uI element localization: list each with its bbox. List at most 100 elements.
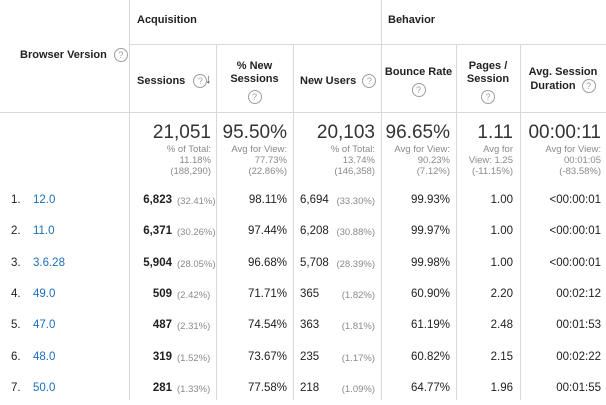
total-new-sessions-detail: Avg for View: 77.73% (22.86%): [231, 144, 287, 177]
total-detail-line: Avg for: [483, 144, 513, 155]
new-users-value: 6,208: [300, 225, 329, 238]
sessions-value: 6,371: [143, 225, 172, 238]
help-icon[interactable]: ?: [362, 74, 377, 88]
pages-per-session-value: 1.00: [490, 194, 513, 206]
browser-version-link[interactable]: 3.6.28: [33, 256, 65, 269]
avg-session-duration-column-header[interactable]: Avg. Session Duration ?: [520, 66, 606, 93]
new-sessions-column-header[interactable]: % New Sessions ?: [216, 60, 293, 104]
total-pages-detail: Avg for View: 1.25 (-11.15%): [469, 144, 513, 177]
sessions-column-header[interactable]: Sessions ?: [137, 74, 208, 88]
row-index: 2.: [11, 225, 21, 238]
bounce-rate-value: 60.90%: [410, 287, 450, 300]
total-detail-line: Avg for View:: [545, 144, 601, 155]
sessions-percent: (28.05%): [177, 258, 216, 270]
sessions-percent: (1.33%): [177, 383, 211, 395]
new-users-percent: (1.09%): [341, 383, 375, 395]
column-divider: [381, 44, 382, 400]
new-users-percent: (33.30%): [336, 196, 375, 207]
bounce-rate-column-header[interactable]: Bounce Rate ?: [381, 66, 456, 97]
sessions-header-label: Sessions: [137, 74, 186, 87]
help-icon[interactable]: ?: [113, 48, 128, 62]
new-users-header-label: New Users: [300, 74, 357, 87]
browser-version-link[interactable]: 49.0: [33, 287, 56, 300]
total-new-users: 20,103: [316, 122, 375, 143]
total-detail-line: % of Total:: [166, 144, 211, 155]
pages-per-session-value: 1.00: [490, 225, 513, 238]
table-row: 6. 48.0 319 (1.52%) 73.67% 235 (1.17%) 60.82% 2.…: [0, 343, 606, 374]
total-new-users-detail: % of Total: 13.74% (146,358): [331, 144, 375, 177]
total-detail-line: (-11.15%): [471, 166, 513, 177]
avg-duration-header-line2-text: Duration: [530, 79, 576, 92]
browser-version-link[interactable]: 11.0: [33, 225, 55, 238]
sessions-percent: (2.31%): [177, 321, 211, 333]
browser-version-link[interactable]: 48.0: [33, 350, 56, 363]
total-pages-per-session: 1.11: [477, 122, 513, 143]
header-bottom-divider: [0, 112, 606, 113]
sessions-percent: (32.41%): [177, 196, 216, 207]
row-index: 5.: [11, 319, 21, 332]
table-row: 4. 49.0 509 (2.42%) 71.71% 365 (1.82%) 60.90% 2.…: [0, 280, 606, 311]
new-sessions-header-line1: % New: [236, 60, 273, 72]
sessions-percent: (2.42%): [177, 289, 211, 301]
new-users-percent: (1.17%): [341, 352, 375, 364]
row-index: 1.: [11, 194, 21, 206]
pages-per-session-column-header[interactable]: Pages / Session ?: [456, 60, 520, 104]
new-users-column-header[interactable]: New Users ?: [300, 74, 377, 88]
new-users-value: 235: [300, 350, 320, 363]
browser-version-link[interactable]: 47.0: [33, 319, 56, 332]
total-new-sessions-pct: 95.50%: [222, 122, 287, 143]
sessions-value: 509: [152, 287, 172, 300]
help-icon[interactable]: ?: [411, 83, 426, 97]
total-detail-line: 00:01:05: [564, 155, 601, 166]
new-users-value: 5,708: [300, 256, 329, 269]
avg-session-duration-value: <00:00:01: [549, 225, 601, 238]
sort-descending-icon[interactable]: ↓: [205, 71, 212, 86]
browser-version-link[interactable]: 12.0: [33, 194, 56, 206]
help-icon[interactable]: ?: [193, 74, 208, 88]
total-detail-line: 90.23%: [417, 155, 450, 166]
new-sessions-pct-value: 98.11%: [248, 194, 287, 206]
table-row: 1. 12.0 6,823 (32.41%) 98.11% 6,694 (33.30%) 99…: [0, 186, 606, 217]
total-bounce-rate: 96.65%: [385, 122, 450, 143]
table-row: 3. 3.6.28 5,904 (28.05%) 96.68% 5,708 (28.39%)…: [0, 249, 606, 280]
total-avg-duration: 00:00:11: [528, 122, 601, 143]
new-users-percent: (1.82%): [341, 289, 375, 301]
group-header-divider: [129, 44, 606, 45]
total-detail-line: (-83.58%): [559, 166, 601, 177]
help-icon[interactable]: ?: [247, 90, 262, 104]
total-detail-line: Avg for View:: [394, 144, 450, 155]
pages-per-session-header-line2: Session: [466, 73, 510, 85]
avg-session-duration-value: 00:02:22: [556, 350, 601, 363]
group-divider: [381, 0, 382, 44]
avg-duration-header-line1: Avg. Session: [528, 66, 598, 78]
browser-version-link[interactable]: 50.0: [33, 381, 56, 394]
avg-duration-header-line2: Duration ?: [520, 79, 606, 93]
help-icon[interactable]: ?: [581, 79, 596, 93]
bounce-rate-value: 60.82%: [410, 350, 450, 363]
new-sessions-pct-value: 77.58%: [247, 381, 287, 394]
new-sessions-pct-value: 73.67%: [247, 350, 287, 363]
pages-per-session-value: 1.96: [490, 381, 513, 394]
total-detail-line: (7.12%): [416, 166, 450, 177]
total-detail-line: (146,358): [334, 166, 375, 177]
new-users-percent: (28.39%): [336, 258, 375, 270]
row-index: 7.: [11, 381, 21, 394]
total-bounce-rate-detail: Avg for View: 90.23% (7.12%): [394, 144, 450, 177]
total-detail-line: (22.86%): [248, 166, 287, 177]
total-detail-line: Avg for View:: [231, 144, 287, 155]
bounce-rate-value: 64.77%: [410, 381, 450, 394]
column-divider: [456, 44, 457, 400]
avg-session-duration-value: 00:01:53: [556, 319, 601, 332]
table-row: 2. 11.0 6,371 (30.26%) 97.44% 6,208 (30.88%) 99…: [0, 217, 606, 248]
total-detail-line: View: 1.25: [468, 155, 513, 166]
total-detail-line: (188,290): [170, 166, 211, 177]
row-index: 3.: [11, 256, 21, 269]
new-sessions-pct-value: 97.44%: [247, 225, 287, 238]
bounce-rate-value: 99.98%: [410, 256, 450, 269]
pages-per-session-header-line1: Pages /: [468, 60, 508, 72]
sessions-percent: (30.26%): [177, 227, 216, 239]
help-icon[interactable]: ?: [481, 90, 495, 104]
column-divider: [293, 44, 294, 400]
table-row: 7. 50.0 281 (1.33%) 77.58% 218 (1.09%) 64.77% 1.…: [0, 374, 606, 405]
